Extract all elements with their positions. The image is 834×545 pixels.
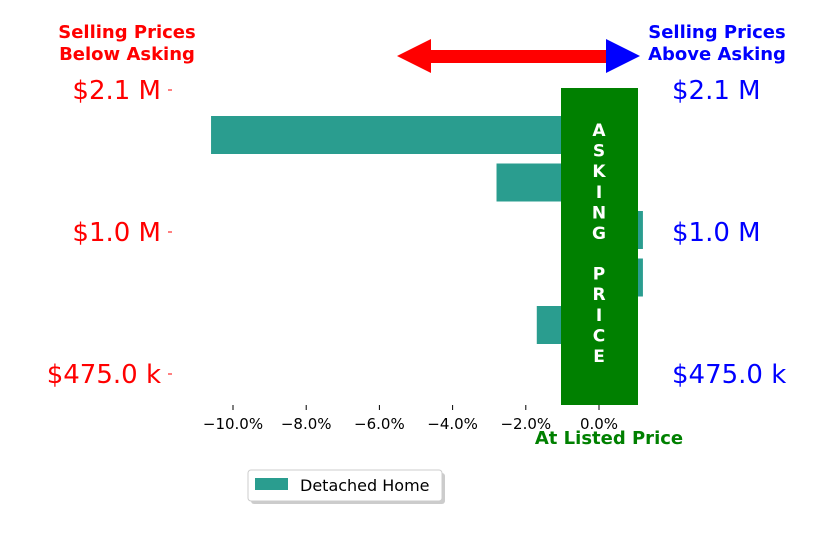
x-axis: −10.0% −8.0% −6.0% −4.0% −2.0% 0.0% xyxy=(203,405,618,433)
y-axis-right: $2.1 M $1.0 M $475.0 k xyxy=(672,76,786,390)
y-tick-label-left: $2.1 M xyxy=(72,76,161,106)
y-tick-label-left: $1.0 M xyxy=(72,218,161,248)
band-letter: R xyxy=(592,285,605,305)
x-axis-label: At Listed Price xyxy=(535,428,683,449)
x-tick-label: 0.0% xyxy=(580,415,618,433)
legend-swatch xyxy=(255,478,288,490)
band-letter: G xyxy=(592,224,606,244)
bar-0 xyxy=(211,116,600,154)
x-tick-label: −4.0% xyxy=(427,415,478,433)
y-tick-label-left: $475.0 k xyxy=(47,360,161,390)
x-tick-label: −10.0% xyxy=(203,415,263,433)
band-letter: A xyxy=(592,121,606,141)
band-letter: P xyxy=(593,265,605,285)
right-header-line2: Above Asking xyxy=(648,44,786,65)
double-arrow-icon xyxy=(397,39,640,73)
band-letter: C xyxy=(593,326,605,346)
band-letter: I xyxy=(596,183,602,203)
y-tick-label-right: $2.1 M xyxy=(672,76,761,106)
band-letter: K xyxy=(592,162,606,182)
y-tick-label-right: $1.0 M xyxy=(672,218,761,248)
y-axis-left: $2.1 M $1.0 M $475.0 k xyxy=(47,76,172,390)
x-tick-label: −6.0% xyxy=(354,415,405,433)
legend[interactable]: Detached Home xyxy=(247,469,445,504)
right-header-line1: Selling Prices xyxy=(648,22,785,43)
band-letter: S xyxy=(593,142,605,162)
asking-price-band xyxy=(561,88,638,405)
x-tick-label: −8.0% xyxy=(281,415,332,433)
left-header-line2: Below Asking xyxy=(59,44,195,65)
band-letter: E xyxy=(593,347,605,367)
y-tick-label-right: $475.0 k xyxy=(672,360,786,390)
x-tick-label: −2.0% xyxy=(500,415,551,433)
left-header-line1: Selling Prices xyxy=(58,22,195,43)
band-letter: I xyxy=(596,306,602,326)
band-letter: N xyxy=(592,203,606,223)
legend-label: Detached Home xyxy=(300,476,430,495)
